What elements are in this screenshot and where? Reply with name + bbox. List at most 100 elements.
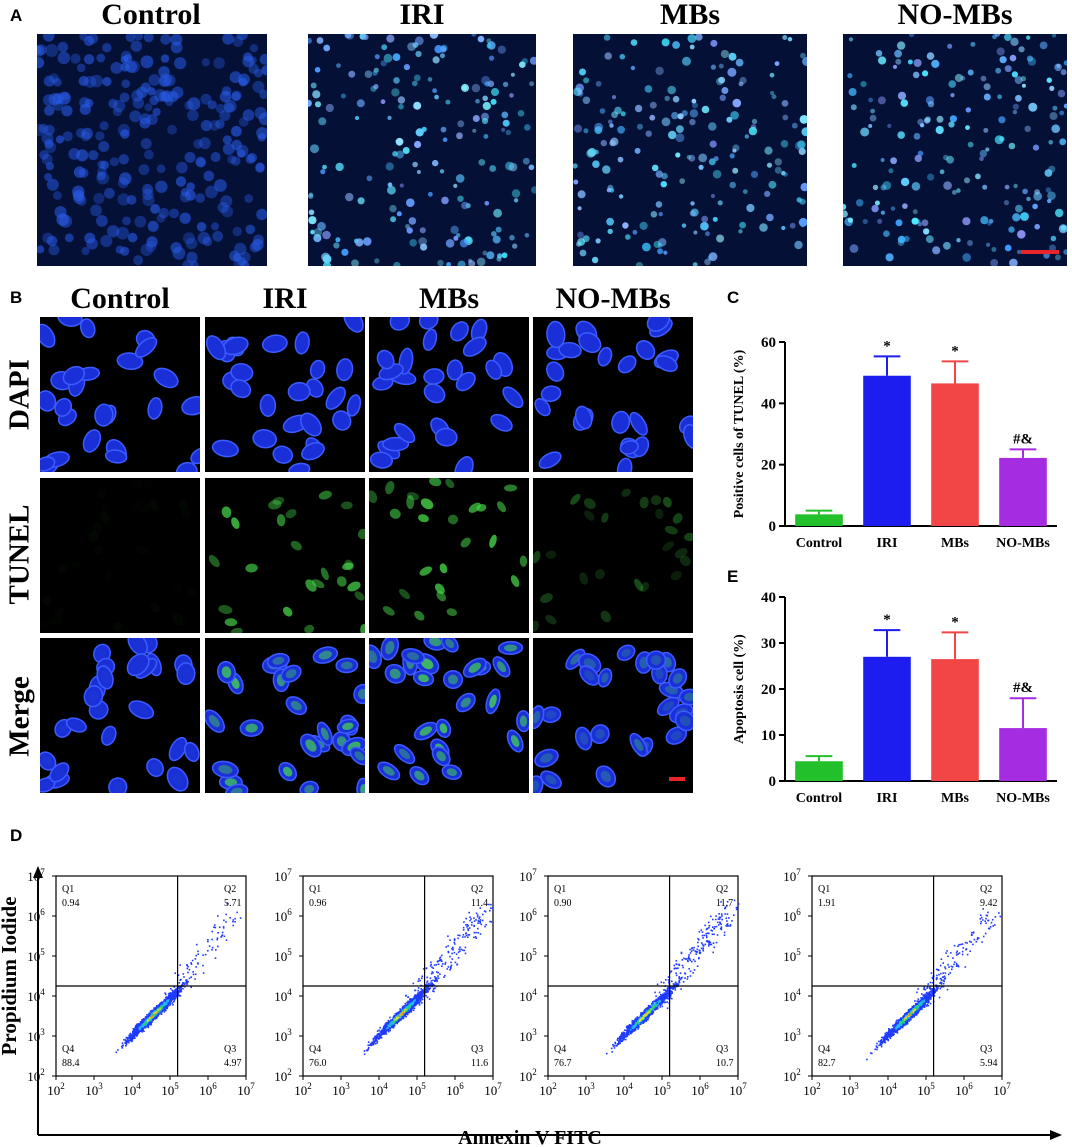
panel-b-title-control: Control: [70, 282, 170, 315]
chart-e-y-axis-label: Apoptosis cell (%): [732, 634, 747, 744]
chart-e-ytick-label: 10: [761, 728, 776, 744]
flow-xtick-label: 106: [955, 1081, 973, 1098]
chart-c-annotation-mbs: *: [951, 343, 959, 359]
micro-background: [40, 478, 200, 633]
flow-ytick-label: 102: [783, 1067, 801, 1084]
chart-c-annotation-iri: *: [883, 338, 891, 354]
panel-d-x-arrow-head: [1050, 1130, 1062, 1140]
flow-quadrant-value-q2: 11.7: [716, 898, 733, 909]
flow-plot-frame: [302, 875, 494, 1077]
flow-ytick-label: 103: [274, 1027, 292, 1044]
panel-b-row-label-tunel: TUNEL: [3, 504, 36, 605]
flow-quadrant-value-q1: 0.96: [309, 898, 327, 909]
panel-b-image-merge-no-mbs: [533, 638, 693, 793]
chart-c-xtick-label-mbs: MBs: [941, 536, 970, 551]
flow-quadrant-value-q2: 11.4: [471, 898, 488, 909]
chart-c-bar-iri: [863, 375, 911, 526]
flow-ytick-label: 105: [274, 947, 292, 964]
panel-d-y-arrow-head: [33, 866, 43, 878]
flow-xtick-label: 102: [294, 1081, 312, 1098]
panel-b-title-iri: IRI: [262, 282, 308, 315]
cells-group: [369, 317, 524, 472]
flow-xtick-label: 104: [615, 1081, 633, 1098]
panel-b-row-label-merge: Merge: [3, 676, 36, 757]
chart-c-ytick-label: 0: [769, 519, 777, 535]
cells-group: [40, 317, 200, 472]
flow-xtick-label: 105: [408, 1081, 426, 1098]
chart-c-bar-no-mbs: [999, 457, 1047, 526]
panel-b-image-dapi-mbs: [369, 317, 529, 472]
chart-e-xtick-label-mbs: MBs: [941, 791, 970, 806]
flow-quadrant-value-q2: 9.42: [980, 898, 998, 909]
flow-xtick-label: 102: [539, 1081, 557, 1098]
flow-ytick-label: 107: [519, 867, 537, 884]
flow-ytick-label: 107: [27, 867, 45, 884]
chart-c-xtick-label-no-mbs: NO-MBs: [996, 536, 1050, 551]
chart-c-xtick-label-control: Control: [796, 536, 843, 551]
panel-a-image-iri: [308, 34, 536, 266]
nuclei-group: [843, 34, 1067, 266]
micro-background: [533, 478, 693, 633]
flow-quadrant-name-q2: Q2: [716, 884, 728, 895]
panel-label-b: B: [10, 288, 23, 307]
chart-e-bar-control: [795, 761, 843, 781]
panel-b-image-tunel-no-mbs: [533, 478, 693, 633]
chart-c-annotation-no-mbs: #&: [1013, 431, 1033, 447]
chart-e-annotation-mbs: *: [951, 614, 959, 630]
flow-ytick-label: 105: [519, 947, 537, 964]
panel-b-image-merge-mbs: [369, 638, 529, 793]
panel-a-image-mbs: [573, 34, 807, 266]
panel-a-image-control: [37, 34, 267, 266]
flow-xtick-label: 107: [729, 1081, 747, 1098]
flow-quadrant-name-q4: Q4: [62, 1044, 74, 1055]
flow-quadrant-value-q3: 11.6: [471, 1058, 488, 1069]
flow-quadrant-name-q3: Q3: [224, 1044, 236, 1055]
panel-a-image-nombs: [843, 34, 1067, 266]
panel-b-image-merge-iri: [205, 638, 365, 793]
panel-b-image-tunel-control: [40, 478, 200, 633]
panel-label-a: A: [10, 6, 23, 25]
flow-xtick-label: 102: [47, 1081, 65, 1098]
flow-ytick-label: 103: [27, 1027, 45, 1044]
flow-ytick-label: 106: [27, 907, 45, 924]
chart-e-ytick-label: 40: [761, 590, 776, 606]
flow-xtick-label: 103: [332, 1081, 350, 1098]
flow-quadrant-value-q3: 10.7: [716, 1058, 734, 1069]
micro-background: [843, 34, 1067, 266]
chart-c-ytick-label: 20: [761, 458, 776, 474]
panel-a-title-nombs: NO-MBs: [897, 0, 1013, 31]
cells-group: [208, 490, 365, 633]
flow-xtick-label: 107: [484, 1081, 502, 1098]
flow-quadrant-value-q1: 0.94: [62, 898, 80, 909]
flow-xtick-label: 106: [691, 1081, 709, 1098]
flow-xtick-label: 104: [123, 1081, 141, 1098]
chart-e-annotation-no-mbs: #&: [1013, 680, 1033, 696]
chart-c-bar-control: [795, 514, 843, 526]
flow-quadrant-name-q1: Q1: [554, 884, 566, 895]
flow-xtick-label: 105: [653, 1081, 671, 1098]
flow-ytick-label: 107: [274, 867, 292, 884]
panel-d-x-axis-label: Annexin V FITC: [458, 1127, 602, 1147]
flow-ytick-label: 106: [519, 907, 537, 924]
panel-e-bar-chart: 0 10 20 30 40 Apoptosis cell (%) Control * IRI * M…: [732, 590, 1057, 806]
flow-events: [606, 899, 740, 1055]
flow-plot-frame: [547, 875, 739, 1077]
chart-c-ytick-label: 40: [761, 396, 776, 412]
flow-ytick-label: 106: [783, 907, 801, 924]
panel-b-row-label-dapi: DAPI: [3, 359, 36, 430]
panel-b-image-dapi-no-mbs: [533, 317, 693, 472]
flow-ytick-label: 102: [274, 1067, 292, 1084]
panel-label-c: C: [727, 288, 740, 307]
nuclei-group: [573, 34, 807, 266]
cells-group: [533, 488, 693, 632]
flow-ytick-label: 105: [27, 947, 45, 964]
panel-b-image-dapi-control: [40, 317, 200, 472]
chart-e-bar-no-mbs: [999, 728, 1047, 781]
flow-plot-frame: [55, 875, 247, 1077]
flow-quadrant-name-q1: Q1: [309, 884, 321, 895]
flow-plot-frame: [811, 875, 1003, 1077]
